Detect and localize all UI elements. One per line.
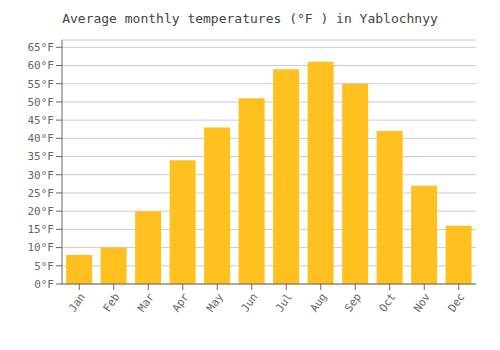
- svg-text:65°F: 65°F: [28, 41, 55, 54]
- svg-text:Nov: Nov: [411, 290, 433, 314]
- svg-text:25°F: 25°F: [28, 187, 55, 200]
- svg-text:40°F: 40°F: [28, 132, 55, 145]
- svg-text:Aug: Aug: [308, 291, 330, 315]
- svg-text:50°F: 50°F: [28, 96, 55, 109]
- svg-text:Jan: Jan: [66, 291, 88, 315]
- svg-text:5°F: 5°F: [34, 260, 54, 273]
- svg-text:Jun: Jun: [239, 291, 261, 315]
- svg-text:60°F: 60°F: [28, 59, 55, 72]
- html-text:Average monthly temperatures (: Average monthly temperatures (°F ) in Ya…: [62, 11, 438, 26]
- svg-text:Mar: Mar: [135, 290, 157, 314]
- svg-text:May: May: [204, 290, 226, 314]
- svg-text:10°F: 10°F: [28, 241, 55, 254]
- svg-text:Dec: Dec: [446, 291, 468, 315]
- svg-text:Sep: Sep: [342, 291, 364, 315]
- svg-text:15°F: 15°F: [28, 223, 55, 236]
- svg-text:20°F: 20°F: [28, 205, 55, 218]
- svg-text:55°F: 55°F: [28, 78, 55, 91]
- svg-text:30°F: 30°F: [28, 169, 55, 182]
- svg-text:Jul: Jul: [273, 291, 295, 315]
- svg-text:35°F: 35°F: [28, 150, 55, 163]
- svg-text:45°F: 45°F: [28, 114, 55, 127]
- svg-text:Apr: Apr: [170, 290, 192, 314]
- svg-text:0°F: 0°F: [34, 278, 54, 291]
- svg-text:Feb: Feb: [101, 291, 123, 315]
- svg-text:Oct: Oct: [377, 291, 399, 315]
